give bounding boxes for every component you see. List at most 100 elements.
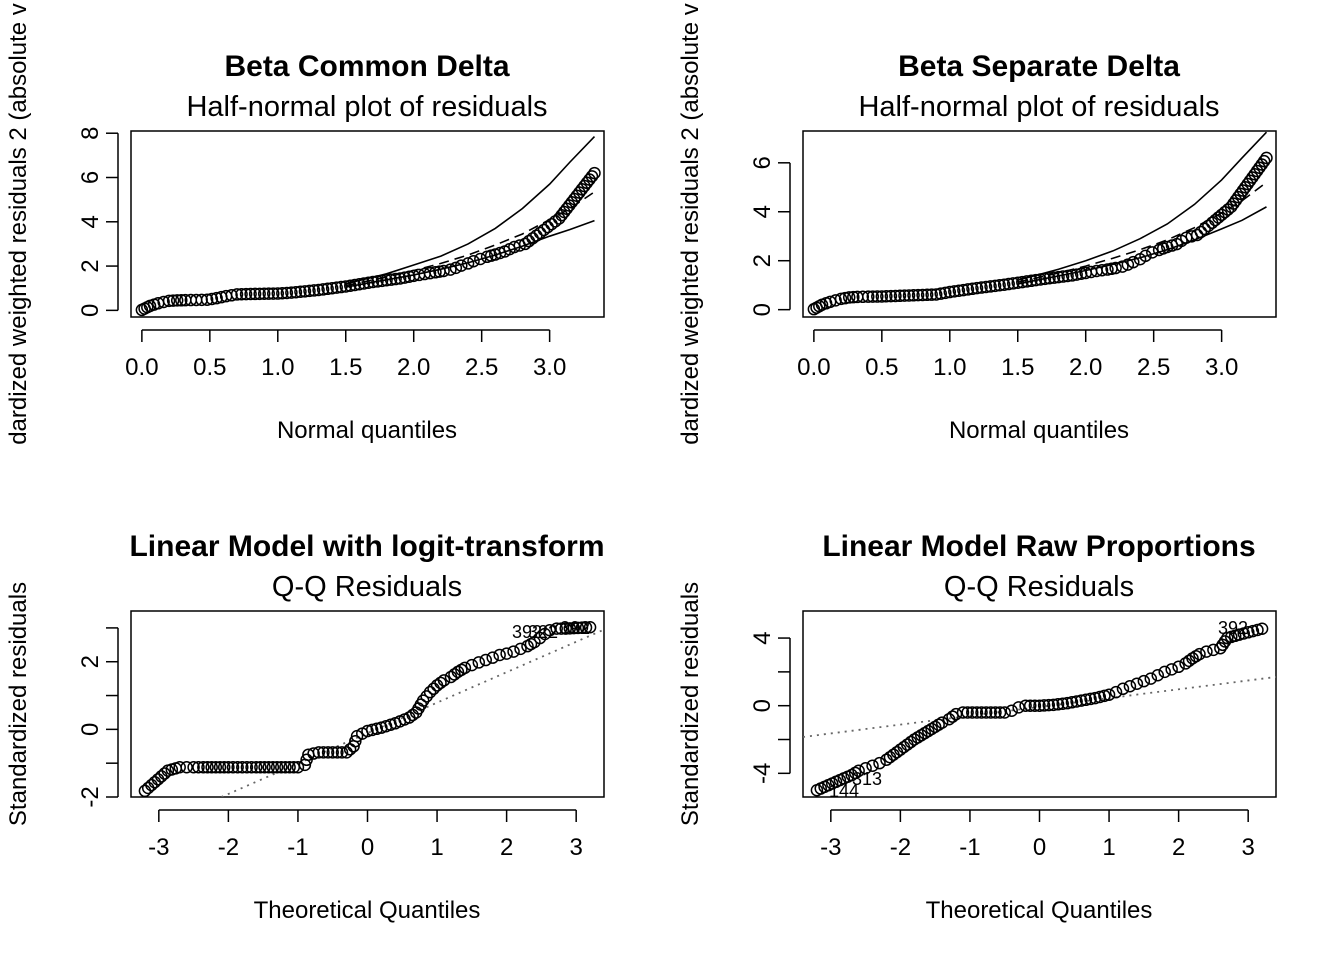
data-point [1257,154,1271,168]
data-point [998,706,1011,719]
data-point [1023,699,1037,712]
x-tick-label: 0 [361,834,374,861]
data-point [1123,679,1137,693]
data-point [339,280,353,293]
data-point [1098,689,1111,703]
data-point [1190,228,1204,242]
y-axis-label: Standardized residuals [677,582,704,826]
data-point [1002,277,1015,291]
data-point [209,760,223,774]
data-point [1042,698,1056,712]
data-point [1102,688,1116,701]
data-point [970,706,984,719]
data-point [1095,264,1109,277]
panel-title: Linear Model Raw Proportions [822,530,1255,563]
data-point [989,706,1002,719]
data-point [956,706,970,719]
data-point [975,706,988,719]
data-point [423,266,437,280]
data-point [201,760,214,774]
plot-area [138,620,604,797]
data-point [449,261,463,275]
data-point [235,288,248,301]
data-point [141,781,155,795]
data-point [939,286,952,300]
data-point [340,746,353,759]
data-point [326,746,339,759]
x-tick-label: -2 [890,834,911,861]
data-point [935,716,949,729]
panel-beta-common-delta: Beta Common Delta Half-normal plot of re… [5,3,605,445]
x-tick-label: 2.5 [465,354,498,381]
data-point [175,294,188,307]
data-point [943,285,957,299]
data-point [979,706,993,719]
point-label: 392 [512,622,542,642]
data-point [1043,272,1056,285]
data-point [907,289,920,302]
data-point [916,288,929,302]
data-point [458,661,472,675]
data-point [1074,694,1088,707]
data-point [389,272,402,286]
data-point [1070,268,1083,281]
data-point [226,760,240,774]
data-point [249,760,263,774]
data-point [866,759,879,772]
data-point [366,275,380,289]
data-point [138,784,152,797]
data-point [1116,260,1129,273]
data-point [1034,273,1047,286]
data-point [200,293,214,306]
data-point [423,685,437,699]
data-point [993,279,1006,292]
data-point [550,622,563,635]
data-point [276,286,289,300]
data-point [262,287,275,300]
data-point [1051,698,1065,711]
data-point [353,277,366,291]
data-point [213,760,227,774]
data-point [920,288,934,302]
data-point [307,284,321,297]
data-point [279,760,292,774]
x-tick-label: 0.5 [193,354,226,381]
y-tick-label: 4 [749,205,776,218]
data-point [946,710,959,723]
data-point [961,283,975,296]
data-point [148,775,161,789]
data-point [949,707,963,721]
plot-frame [130,610,605,798]
data-point [262,760,275,774]
data-point [889,289,902,303]
data-point [988,279,1002,293]
data-point [579,621,593,634]
data-point [1019,699,1032,712]
data-point [507,645,520,658]
data-point [1260,151,1273,165]
data-point [1246,624,1260,638]
data-point [866,290,880,303]
data-point [563,622,577,635]
panel-title: Linear Model with logit-transform [129,530,604,563]
data-point [514,642,527,656]
data-point [157,295,170,309]
data-point [380,273,393,287]
data-point [1193,647,1206,661]
data-point [588,166,601,180]
x-axis-label: Theoretical Quantiles [926,897,1153,924]
data-point [231,760,244,774]
data-point [240,760,254,774]
data-point [493,648,506,662]
data-point [1047,698,1060,712]
data-point [271,287,285,300]
x-axis-label: Theoretical Quantiles [254,897,481,924]
data-point [966,706,979,719]
data-point [300,753,313,767]
data-point [834,292,848,306]
data-point [236,760,249,774]
data-point [1028,699,1042,712]
point-label: 313 [852,769,882,789]
data-point [455,259,468,272]
data-point [1093,690,1107,704]
